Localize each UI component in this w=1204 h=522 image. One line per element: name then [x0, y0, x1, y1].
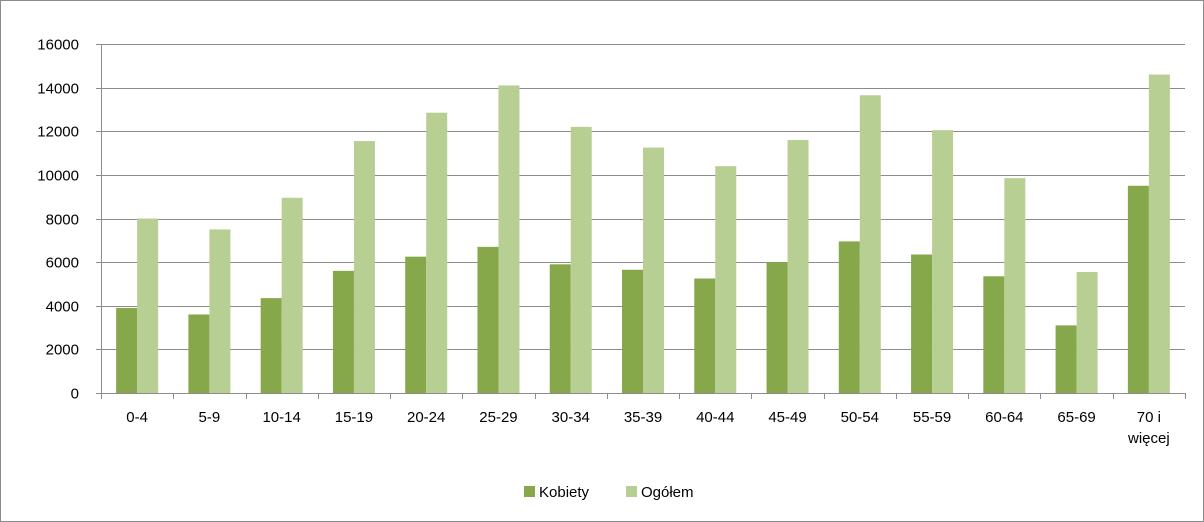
x-tick-label-line: 0-4: [126, 409, 148, 426]
y-tick-label: 4000: [46, 299, 79, 316]
bar-kobiety: [549, 264, 571, 393]
bar-ogolem: [353, 141, 375, 393]
x-tick-label: 45-49: [768, 409, 806, 426]
y-tick-label: 2000: [46, 342, 79, 359]
x-tick-label: 50-54: [841, 409, 879, 426]
x-tick-label-line: 40-44: [696, 409, 734, 426]
x-tick-label-line: 45-49: [768, 409, 806, 426]
x-tick-label: 5-9: [199, 409, 221, 426]
x-tick-label: 55-59: [913, 409, 951, 426]
x-tick-label-line: 60-64: [985, 409, 1023, 426]
x-tick-label-line: więcej: [1127, 430, 1170, 447]
bar-kobiety: [694, 278, 716, 393]
bar-kobiety: [405, 256, 427, 393]
bar-kobiety: [1127, 185, 1149, 393]
axes: [96, 44, 1186, 399]
x-tick-label-line: 20-24: [407, 409, 445, 426]
legend: Kobiety Ogółem: [524, 484, 694, 501]
bar-kobiety: [1055, 325, 1077, 393]
x-tick-label-line: 70 i: [1137, 409, 1161, 426]
x-tick-label: 35-39: [624, 409, 662, 426]
bar-ogolem: [209, 229, 231, 393]
y-tick-label: 8000: [46, 212, 79, 229]
bar-kobiety: [116, 307, 138, 393]
bar-ogolem: [1076, 271, 1098, 393]
x-tick-label-line: 5-9: [199, 409, 221, 426]
bar-kobiety: [911, 254, 933, 393]
legend-label-kobiety: Kobiety: [539, 484, 590, 501]
bar-ogolem: [643, 147, 664, 393]
x-tick-label-line: 10-14: [262, 409, 300, 426]
x-tick-labels: 0-4 5-9 10-14 15-19 20-24 25-29 30-34 35-39 40-4…: [126, 409, 1169, 447]
bar-kobiety: [332, 270, 354, 393]
bar-kobiety: [983, 276, 1005, 393]
bar-ogolem: [932, 130, 954, 394]
legend-label-ogolem: Ogółem: [641, 484, 694, 501]
bar-ogolem: [859, 95, 881, 394]
bar-ogolem: [426, 112, 448, 393]
x-tick-label-line: 35-39: [624, 409, 662, 426]
y-tick-labels: 0 2000 4000 6000 8000 10000 12000 14000 16000: [37, 37, 79, 403]
bar-ogolem: [715, 166, 737, 393]
bar-kobiety: [622, 269, 643, 393]
bar-ogolem: [281, 197, 303, 393]
x-tick-label: 70 i więcej: [1127, 409, 1170, 447]
x-tick-label-line: 50-54: [841, 409, 879, 426]
x-tick-label-line: 15-19: [335, 409, 373, 426]
bar-ogolem: [1148, 74, 1170, 393]
x-tick-label: 65-69: [1057, 409, 1095, 426]
bar-ogolem: [137, 218, 159, 393]
legend-swatch-kobiety: [524, 486, 535, 497]
x-tick-label: 15-19: [335, 409, 373, 426]
y-tick-label: 16000: [37, 37, 79, 54]
y-tick-label: 14000: [37, 81, 79, 98]
y-tick-label: 10000: [37, 168, 79, 185]
x-tick-label-line: 55-59: [913, 409, 951, 426]
x-tick-label-line: 65-69: [1057, 409, 1095, 426]
bar-kobiety: [766, 262, 788, 393]
x-tick-label: 0-4: [126, 409, 148, 426]
y-tick-label: 0: [71, 386, 79, 403]
bar-kobiety: [260, 298, 282, 393]
x-tick-label: 25-29: [479, 409, 517, 426]
bar-kobiety: [188, 314, 210, 393]
bar-ogolem: [570, 126, 592, 393]
x-tick-label: 40-44: [696, 409, 734, 426]
x-tick-label: 10-14: [262, 409, 300, 426]
bars: [116, 74, 1170, 394]
y-tick-label: 12000: [37, 124, 79, 141]
x-tick-label: 60-64: [985, 409, 1023, 426]
legend-swatch-ogolem: [626, 486, 637, 497]
bar-ogolem: [787, 139, 809, 393]
x-tick-label: 20-24: [407, 409, 445, 426]
bar-ogolem: [1004, 178, 1026, 393]
x-tick-label: 30-34: [552, 409, 590, 426]
x-tick-label-line: 25-29: [479, 409, 517, 426]
x-tick-label-line: 30-34: [552, 409, 590, 426]
bar-kobiety: [838, 241, 860, 393]
bar-ogolem: [498, 85, 520, 393]
y-tick-label: 6000: [46, 255, 79, 272]
bar-kobiety: [477, 246, 499, 393]
